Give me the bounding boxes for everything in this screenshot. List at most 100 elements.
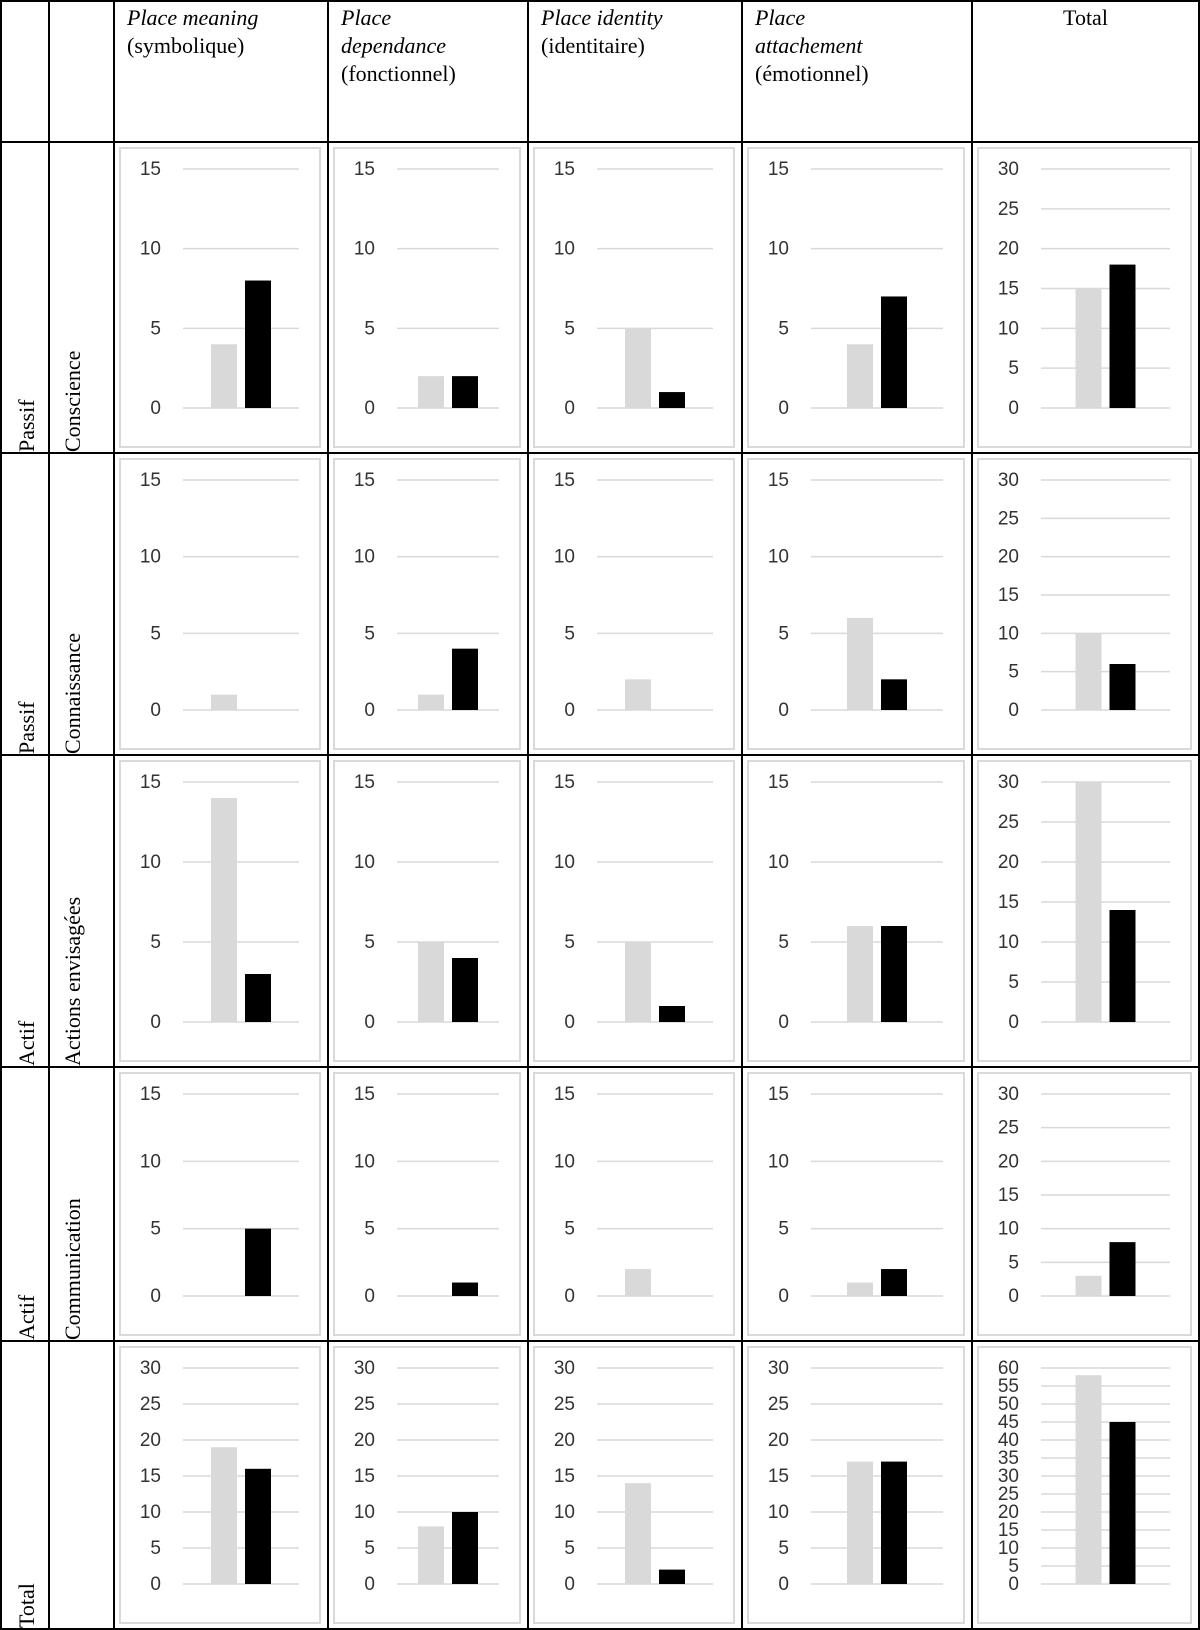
- header-italic: Place meaning: [127, 5, 259, 30]
- y-tick-label: 10: [354, 1151, 375, 1172]
- bar-chart: 0 5 10 15 20 25 30: [977, 458, 1192, 750]
- y-tick-label: 30: [140, 1358, 161, 1379]
- header-place-attachement: Place attachement (émotionnel): [743, 0, 893, 140]
- header-total: Total: [973, 0, 1198, 140]
- y-tick-label: 5: [1008, 358, 1019, 379]
- y-tick-label: 20: [998, 1151, 1019, 1172]
- y-tick-label: 15: [354, 1466, 375, 1487]
- y-tick-label: 10: [354, 547, 375, 568]
- table-rule: [0, 1340, 1200, 1342]
- table-border-right: [1198, 0, 1200, 1630]
- y-tick-label: 5: [778, 932, 789, 953]
- bar-light: [1075, 633, 1102, 710]
- bar-chart: 0 5 10 15: [119, 760, 321, 1062]
- y-tick-label: 15: [354, 1084, 375, 1105]
- chart-frame: [747, 458, 965, 750]
- chart-frame: [533, 147, 735, 448]
- y-tick-label: 25: [998, 199, 1019, 220]
- y-tick-label: 25: [998, 812, 1019, 833]
- y-tick-label: 10: [140, 1502, 161, 1523]
- y-tick-label: 20: [998, 1502, 1019, 1523]
- bar-dark: [881, 1269, 907, 1296]
- bar-dark: [1109, 1422, 1136, 1584]
- y-tick-label: 15: [140, 159, 161, 180]
- y-tick-label: 0: [778, 1012, 789, 1033]
- chart-frame: [333, 760, 521, 1062]
- bar-dark: [659, 1006, 685, 1022]
- y-tick-label: 15: [354, 159, 375, 180]
- y-tick-label: 0: [564, 1286, 575, 1307]
- bar-chart: 0 5 10 15 20 25 30: [977, 1072, 1192, 1336]
- y-tick-label: 5: [778, 1538, 789, 1559]
- y-tick-label: 15: [998, 892, 1019, 913]
- y-tick-label: 15: [554, 1084, 575, 1105]
- row-type-label: Passif: [14, 701, 39, 754]
- chart-frame: [977, 1072, 1192, 1336]
- bar-chart: 0 5 10 15: [119, 147, 321, 448]
- y-tick-label: 10: [140, 1151, 161, 1172]
- y-tick-label: 5: [364, 1219, 375, 1240]
- bar-dark: [452, 1282, 478, 1296]
- y-tick-label: 5: [150, 1219, 161, 1240]
- header-label: Total: [1063, 5, 1108, 30]
- bar-light: [847, 1461, 873, 1584]
- bar-chart: 0 5 10 15: [533, 760, 735, 1062]
- table-rule: [113, 0, 115, 1630]
- y-tick-label: 10: [768, 239, 789, 260]
- bar-dark: [245, 1228, 271, 1296]
- y-tick-label: 0: [150, 1012, 161, 1033]
- bar-dark: [245, 974, 271, 1022]
- chart-frame: [119, 147, 321, 448]
- table-rule: [0, 452, 1200, 454]
- header-italic: Place identity: [541, 5, 663, 30]
- y-tick-label: 5: [778, 623, 789, 644]
- y-tick-label: 15: [554, 1466, 575, 1487]
- y-tick-label: 10: [554, 1502, 575, 1523]
- chart-frame: [119, 760, 321, 1062]
- y-tick-label: 5: [1008, 1252, 1019, 1273]
- chart-frame: [747, 1346, 965, 1624]
- y-tick-label: 60: [998, 1358, 1019, 1379]
- y-tick-label: 5: [1008, 972, 1019, 993]
- y-tick-label: 5: [778, 1219, 789, 1240]
- bar-dark: [1109, 1242, 1136, 1296]
- y-tick-label: 0: [1008, 1574, 1019, 1595]
- y-tick-label: 10: [768, 852, 789, 873]
- chart-frame: [977, 1346, 1192, 1624]
- y-tick-label: 20: [554, 1430, 575, 1451]
- y-tick-label: 55: [998, 1376, 1019, 1397]
- chart-frame: [977, 458, 1192, 750]
- y-tick-label: 10: [140, 239, 161, 260]
- y-tick-label: 25: [998, 1118, 1019, 1139]
- y-tick-label: 5: [150, 932, 161, 953]
- table-border-bottom: [0, 1628, 1200, 1630]
- y-tick-label: 0: [778, 398, 789, 419]
- bar-light: [625, 328, 651, 408]
- y-tick-label: 20: [354, 1430, 375, 1451]
- y-tick-label: 0: [364, 1286, 375, 1307]
- y-tick-label: 10: [140, 852, 161, 873]
- y-tick-label: 0: [364, 398, 375, 419]
- bar-chart: 0 5 10 15: [333, 760, 521, 1062]
- bar-light: [211, 798, 237, 1022]
- y-tick-label: 20: [998, 852, 1019, 873]
- bar-light: [211, 344, 237, 408]
- y-tick-label: 15: [140, 1466, 161, 1487]
- bar-dark: [881, 926, 907, 1022]
- row-type-label: Passif: [14, 399, 39, 452]
- y-tick-label: 0: [364, 1012, 375, 1033]
- bar-dark: [881, 679, 907, 710]
- y-tick-label: 30: [998, 470, 1019, 491]
- y-tick-label: 5: [150, 623, 161, 644]
- table-rule: [741, 0, 743, 1630]
- bar-chart: 0 5 10 15 20 25 30: [747, 1346, 965, 1624]
- table-rule: [527, 0, 529, 1630]
- header-subtitle: (émotionnel): [755, 61, 869, 86]
- bar-light: [625, 1269, 651, 1296]
- bar-dark: [452, 958, 478, 1022]
- y-tick-label: 0: [150, 1574, 161, 1595]
- y-tick-label: 5: [564, 318, 575, 339]
- chart-frame: [333, 147, 521, 448]
- y-tick-label: 15: [140, 772, 161, 793]
